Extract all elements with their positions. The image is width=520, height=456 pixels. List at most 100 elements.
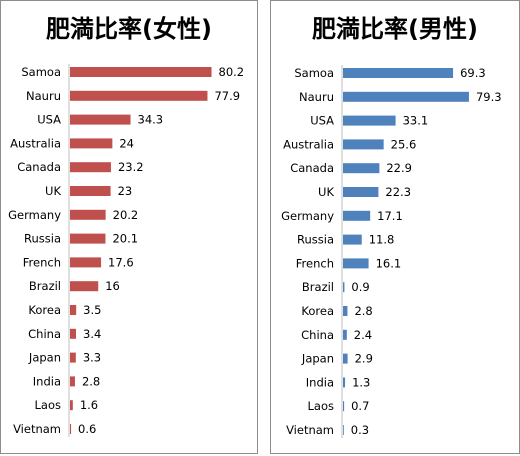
bar: [70, 424, 72, 434]
value-label: 2.4: [354, 328, 372, 342]
category-label: Vietnam: [13, 422, 61, 436]
female-bar-chart: Samoa 80.2 Nauru 77.9 USA 34.3 Australia 24 Cana…: [8, 64, 245, 437]
value-label: 25.6: [391, 137, 417, 151]
bar: [70, 257, 102, 268]
bar: [343, 91, 469, 102]
bar: [343, 306, 348, 316]
category-label: Nauru: [26, 89, 61, 103]
bar: [343, 210, 371, 221]
value-label: 0.7: [351, 399, 369, 413]
value-label: 2.8: [354, 304, 372, 318]
category-label: Laos: [35, 398, 61, 412]
bar: [70, 138, 113, 149]
bar: [70, 114, 131, 125]
value-label: 33.1: [403, 114, 429, 128]
value-label: 11.8: [369, 233, 395, 247]
bar: [70, 305, 77, 315]
category-label: Germany: [281, 209, 334, 223]
bar: [343, 139, 384, 150]
category-label: Samoa: [21, 65, 61, 79]
value-label: 3.5: [83, 303, 101, 317]
value-label: 22.3: [385, 185, 411, 199]
value-label: 69.3: [460, 66, 486, 80]
female-chart-title: 肥満比率(女性): [46, 15, 212, 43]
value-label: 23: [118, 184, 133, 198]
female-chart-panel: 肥満比率(女性) Samoa 80.2 Nauru 77.9 USA 34.3 Austra…: [0, 0, 258, 454]
value-label: 2.8: [82, 374, 100, 388]
bar: [343, 68, 454, 78]
bar: [70, 281, 99, 292]
value-label: 24: [119, 136, 134, 150]
category-label: Samoa: [294, 66, 334, 80]
bar: [343, 115, 396, 126]
category-label: USA: [37, 113, 61, 127]
bar: [70, 67, 212, 77]
bar: [70, 400, 73, 411]
bar: [343, 234, 362, 245]
male-bar-chart: Samoa 69.3 Nauru 79.3 USA 33.1 Australia 25.6 Ca…: [281, 65, 502, 438]
bar: [70, 90, 208, 101]
bar: [343, 425, 344, 435]
category-label: Japan: [28, 351, 61, 365]
bar: [343, 353, 348, 364]
value-label: 3.3: [83, 351, 101, 365]
value-label: 3.4: [83, 327, 101, 341]
value-label: 23.2: [118, 160, 144, 174]
category-label: Germany: [8, 208, 61, 222]
male-chart-title: 肥満比率(男性): [312, 15, 478, 43]
category-label: French: [23, 255, 61, 269]
bar: [70, 376, 75, 387]
value-label: 17.1: [377, 209, 403, 223]
value-label: 22.9: [386, 161, 412, 175]
value-label: 16.1: [376, 256, 402, 270]
category-label: French: [296, 256, 334, 270]
bar: [70, 328, 76, 339]
bar: [70, 352, 76, 363]
value-label: 20.2: [113, 208, 139, 222]
category-label: USA: [310, 114, 334, 128]
bar: [343, 187, 379, 197]
category-label: Australia: [10, 136, 61, 150]
bar: [70, 233, 106, 244]
category-label: Australia: [283, 137, 334, 151]
category-label: UK: [318, 185, 334, 199]
category-label: China: [28, 327, 61, 341]
value-label: 2.9: [355, 352, 373, 366]
value-label: 16: [105, 279, 120, 293]
value-label: 77.9: [214, 89, 240, 103]
value-label: 1.6: [80, 398, 98, 412]
category-label: India: [33, 374, 61, 388]
bar: [343, 401, 345, 412]
value-label: 34.3: [138, 113, 164, 127]
bar: [70, 186, 111, 196]
value-label: 80.2: [219, 65, 245, 79]
value-label: 0.3: [351, 423, 369, 437]
category-label: Korea: [301, 304, 334, 318]
category-label: Laos: [308, 399, 334, 413]
bar: [343, 329, 347, 340]
bar: [70, 209, 106, 220]
bar: [343, 258, 369, 269]
value-label: 20.1: [112, 232, 138, 246]
category-label: Canada: [290, 161, 334, 175]
category-label: Korea: [28, 303, 61, 317]
category-label: China: [301, 328, 334, 342]
category-label: Canada: [17, 160, 61, 174]
value-label: 0.6: [78, 422, 96, 436]
bar: [343, 282, 345, 293]
male-chart-panel: 肥満比率(男性) Samoa 69.3 Nauru 79.3 USA 33.1 Austra…: [270, 0, 520, 454]
category-label: Vietnam: [286, 423, 334, 437]
bar: [343, 377, 346, 388]
category-label: Russia: [297, 233, 334, 247]
value-label: 0.9: [351, 280, 369, 294]
value-label: 79.3: [476, 90, 502, 104]
category-label: Brazil: [29, 279, 61, 293]
value-label: 17.6: [108, 255, 134, 269]
category-label: Brazil: [302, 280, 334, 294]
category-label: Russia: [24, 232, 61, 246]
bar: [343, 163, 380, 174]
category-label: Nauru: [299, 90, 334, 104]
bar: [70, 162, 111, 173]
category-label: Japan: [301, 352, 334, 366]
category-label: UK: [45, 184, 61, 198]
